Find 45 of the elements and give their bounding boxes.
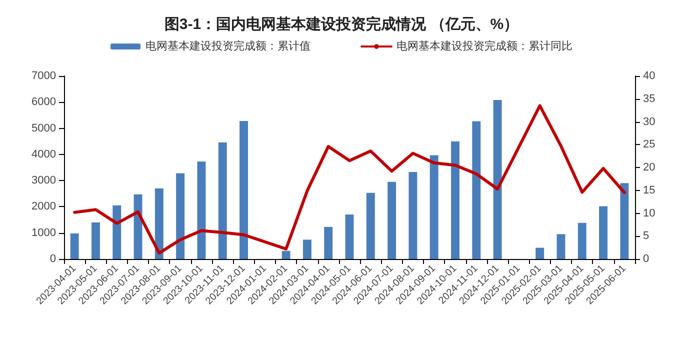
bar (176, 173, 185, 259)
bar (218, 142, 227, 259)
bar (91, 222, 100, 259)
bar (451, 141, 460, 259)
line-series (73, 104, 626, 255)
bar (282, 250, 290, 259)
bar (536, 248, 544, 259)
bar (154, 188, 164, 259)
y-tick-label: 0 (50, 253, 56, 265)
y2-tick-label: 10 (643, 207, 656, 220)
y-tick-label: 5000 (32, 122, 56, 134)
bar (620, 183, 629, 259)
bar (388, 182, 396, 259)
bar (430, 155, 438, 259)
y-tick-label: 1000 (32, 226, 56, 239)
y-tick-label: 6000 (32, 96, 56, 108)
chart-title: 图3-1：国内电网基本建设投资完成情况 （亿元、%） (164, 15, 519, 33)
bar (408, 172, 418, 259)
y2-tick-label: 25 (643, 138, 656, 151)
y2-tick-label: 0 (643, 253, 650, 265)
bar (578, 222, 586, 259)
bar (197, 161, 206, 259)
bar (366, 192, 375, 259)
bar (302, 240, 312, 259)
legend-label: 电网基本建设投资完成额：累计值 (146, 40, 310, 52)
y2-tick-label: 35 (643, 92, 656, 105)
bar (472, 121, 481, 259)
bar (493, 100, 502, 259)
bar (240, 120, 248, 259)
y-tick-label: 7000 (32, 70, 56, 82)
bar (345, 214, 354, 259)
y-tick-label: 2000 (32, 200, 56, 213)
y2-tick-label: 5 (643, 230, 650, 242)
y-tick-label: 3000 (32, 174, 56, 187)
y-tick-label: 4000 (32, 148, 56, 160)
bar (599, 206, 608, 259)
bar (324, 226, 333, 259)
bar (70, 233, 79, 259)
legend-label: 电网基本建设投资完成额：累计同比 (396, 40, 572, 52)
y2-tick-label: 40 (643, 70, 656, 82)
bar (556, 234, 566, 259)
bar (112, 205, 122, 259)
y2-tick-label: 20 (643, 162, 656, 174)
y2-tick-label: 15 (643, 184, 656, 196)
y2-tick-label: 30 (643, 116, 656, 128)
